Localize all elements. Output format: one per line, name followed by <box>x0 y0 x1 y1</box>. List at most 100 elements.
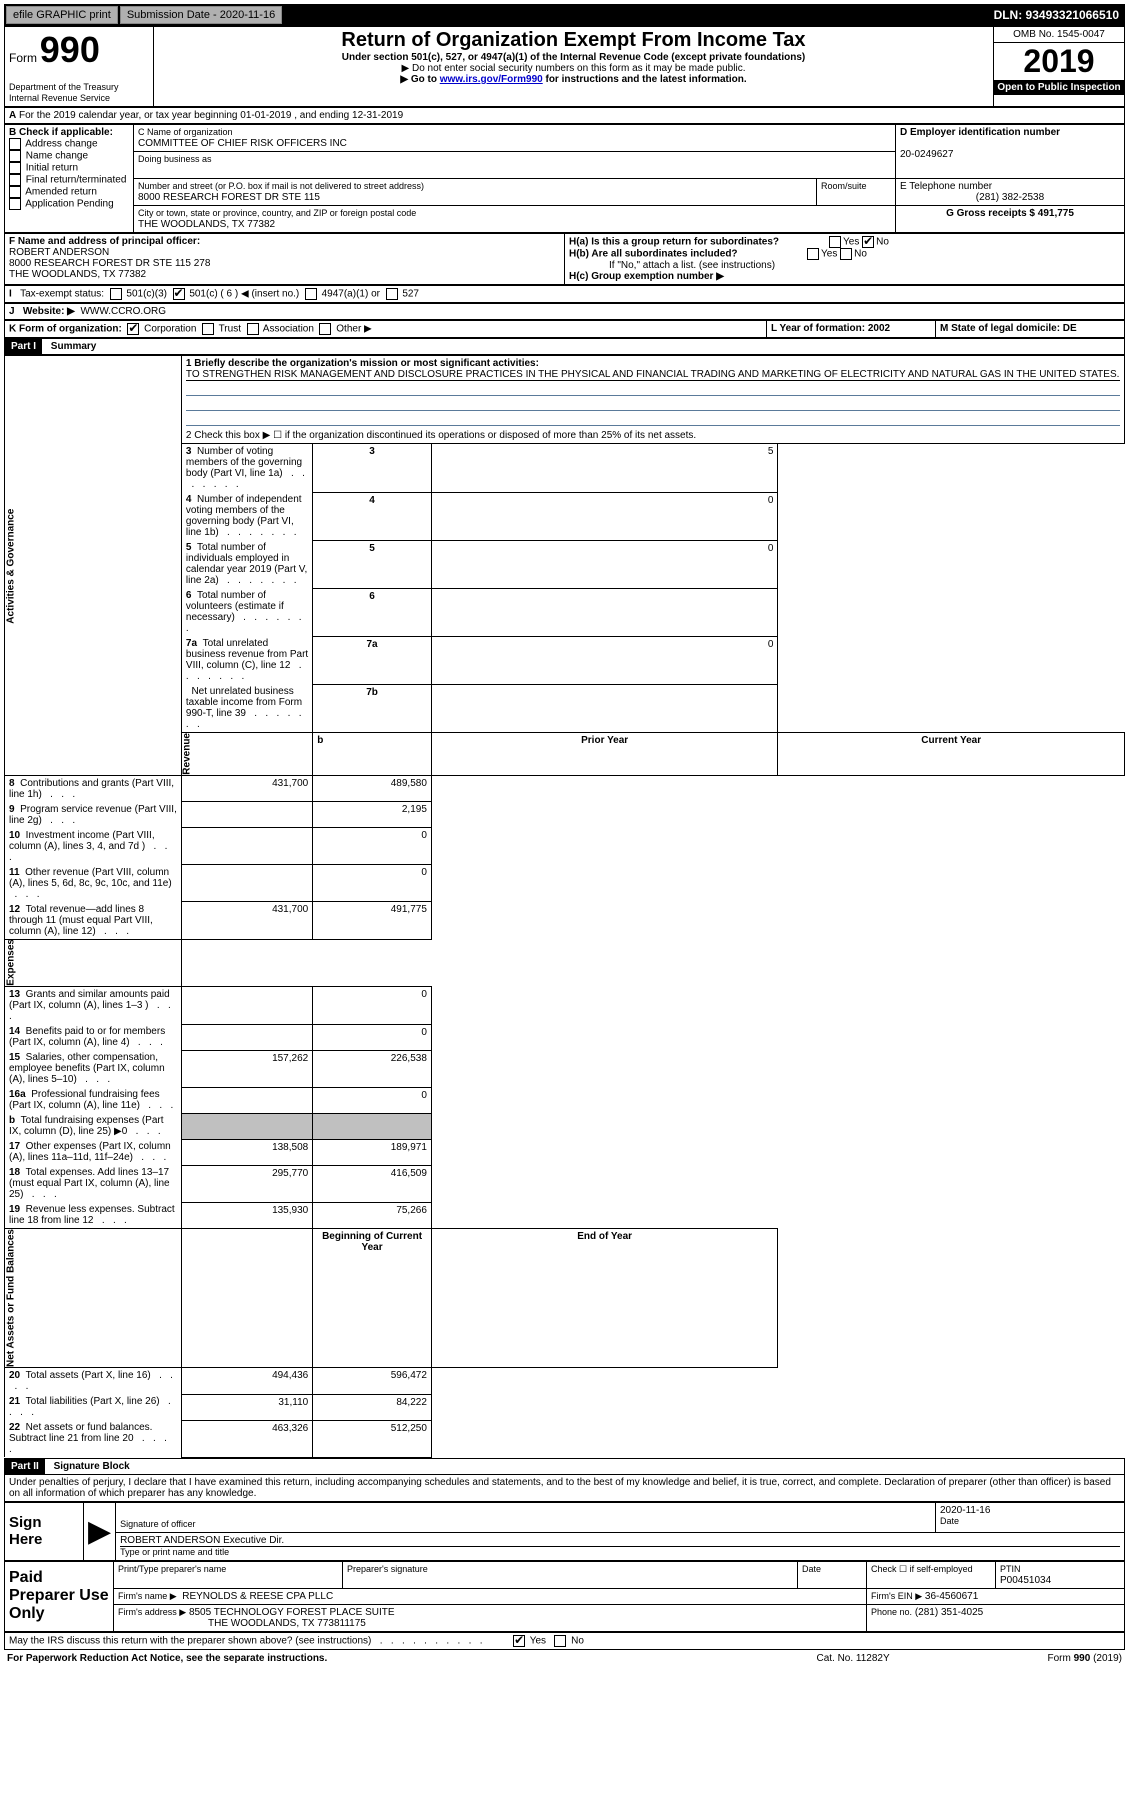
submission-date-button[interactable]: Submission Date - 2020-11-16 <box>120 6 282 24</box>
open-inspection: Open to Public Inspection <box>994 80 1124 95</box>
table-row: 22 Net assets or fund balances. Subtract… <box>5 1420 1125 1457</box>
table-row: 18 Total expenses. Add lines 13–17 (must… <box>5 1165 1125 1202</box>
form-subtitle-1: Under section 501(c), 527, or 4947(a)(1)… <box>158 52 989 63</box>
dln-label: DLN: 93493321066510 <box>994 8 1123 22</box>
website-value: WWW.CCRO.ORG <box>80 306 166 317</box>
table-row: 21 Total liabilities (Part X, line 26) .… <box>5 1394 1125 1420</box>
form-subtitle-3: ▶ Go to www.irs.gov/Form990 for instruct… <box>158 74 989 85</box>
dept-label: Department of the Treasury <box>9 82 119 92</box>
sig-date-label: Date <box>940 1516 959 1526</box>
omb-number: OMB No. 1545-0047 <box>994 27 1124 43</box>
line-A: A For the 2019 calendar year, or tax yea… <box>5 108 1125 124</box>
checkbox-ha-yes[interactable] <box>829 236 841 248</box>
firm-name: REYNOLDS & REESE CPA PLLC <box>182 1591 333 1602</box>
checkbox-trust[interactable] <box>202 323 214 335</box>
tax-year: 2019 <box>994 43 1124 80</box>
org-name-label: C Name of organization <box>138 127 233 137</box>
org-name: COMMITTEE OF CHIEF RISK OFFICERS INC <box>138 138 347 149</box>
irs-link[interactable]: www.irs.gov/Form990 <box>440 74 543 85</box>
q2-label: 2 Check this box ▶ ☐ if the organization… <box>181 428 1124 444</box>
table-row: 12 Total revenue—add lines 8 through 11 … <box>5 902 1125 940</box>
phone-value: (281) 382-2538 <box>900 192 1120 203</box>
paid-preparer-label: Paid Preparer Use Only <box>5 1561 114 1631</box>
checkbox-discuss-no[interactable] <box>554 1635 566 1647</box>
checkbox-name-change[interactable] <box>9 150 21 162</box>
table-row: 13 Grants and similar amounts paid (Part… <box>5 987 1125 1025</box>
form-title: Return of Organization Exempt From Incom… <box>158 29 989 52</box>
street-address: 8000 RESEARCH FOREST DR STE 115 <box>138 192 320 203</box>
checkbox-assoc[interactable] <box>247 323 259 335</box>
section-F: F Name and address of principal officer:… <box>5 234 565 285</box>
line-L: L Year of formation: 2002 <box>767 321 936 338</box>
checkbox-501c[interactable] <box>173 288 185 300</box>
table-row: 19 Revenue less expenses. Subtract line … <box>5 1202 1125 1229</box>
form-subtitle-2: ▶ Do not enter social security numbers o… <box>158 63 989 74</box>
checkbox-address-change[interactable] <box>9 138 21 150</box>
table-row: 17 Other expenses (Part IX, column (A), … <box>5 1139 1125 1165</box>
sign-here-label: Sign Here <box>5 1502 84 1560</box>
table-row: b Total fundraising expenses (Part IX, c… <box>5 1113 1125 1139</box>
checkbox-corp[interactable] <box>127 323 139 335</box>
checkbox-final-return[interactable] <box>9 174 21 186</box>
checkbox-other[interactable] <box>319 323 331 335</box>
section-governance-label: Activities & Governance <box>5 356 182 776</box>
checkbox-527[interactable] <box>386 288 398 300</box>
city-label: City or town, state or province, country… <box>138 208 416 218</box>
checkbox-501c3[interactable] <box>110 288 122 300</box>
line-I: I Tax-exempt status: 501(c)(3) 501(c) ( … <box>5 286 1125 303</box>
checkbox-application-pending[interactable] <box>9 198 21 210</box>
pra-notice: For Paperwork Reduction Act Notice, see … <box>7 1653 327 1664</box>
table-row: 10 Investment income (Part VIII, column … <box>5 828 1125 865</box>
section-netassets-label: Net Assets or Fund Balances <box>5 1229 182 1368</box>
beginning-year-header: Beginning of Current Year <box>313 1229 432 1368</box>
table-row: 16a Professional fundraising fees (Part … <box>5 1087 1125 1113</box>
checkbox-hb-yes[interactable] <box>807 248 819 260</box>
dba-label: Doing business as <box>138 154 212 164</box>
phone-label: E Telephone number <box>900 181 992 192</box>
line-M: M State of legal domicile: DE <box>936 321 1125 338</box>
checkbox-hb-no[interactable] <box>840 248 852 260</box>
firm-phone: (281) 351-4025 <box>915 1607 983 1618</box>
table-row: 8 Contributions and grants (Part VIII, l… <box>5 775 1125 802</box>
type-name-label: Type or print name and title <box>120 1547 229 1557</box>
section-B: B Check if applicable: Address change Na… <box>5 125 134 233</box>
form-number: 990 <box>40 29 100 70</box>
part1-header: Part I <box>5 339 42 354</box>
firm-city: THE WOODLANDS, TX 773811175 <box>118 1618 366 1629</box>
sig-officer-label: Signature of officer <box>120 1519 195 1529</box>
section-H: H(a) Is this a group return for subordin… <box>565 234 1125 285</box>
line-K: K Form of organization: Corporation Trus… <box>5 321 767 338</box>
firm-ein: 36-4560671 <box>925 1591 978 1602</box>
cat-number: Cat. No. 11282Y <box>765 1652 942 1665</box>
sign-arrow-icon: ▶ <box>84 1502 116 1560</box>
end-year-header: End of Year <box>431 1229 778 1368</box>
form-word: Form <box>9 51 37 65</box>
checkbox-ha-no[interactable] <box>862 236 874 248</box>
efile-button[interactable]: efile GRAPHIC print <box>6 6 118 24</box>
gross-receipts: G Gross receipts $ 491,775 <box>946 208 1074 219</box>
table-row: 9 Program service revenue (Part VIII, li… <box>5 802 1125 828</box>
table-row: 14 Benefits paid to or for members (Part… <box>5 1024 1125 1050</box>
section-revenue-label: Revenue <box>181 733 312 776</box>
line-J: J Website: ▶ WWW.CCRO.ORG <box>5 304 1125 320</box>
section-expenses-label: Expenses <box>5 939 182 987</box>
sig-date-value: 2020-11-16 <box>940 1505 990 1516</box>
checkbox-initial-return[interactable] <box>9 162 21 174</box>
current-year-header: Current Year <box>778 733 1125 776</box>
table-row: 15 Salaries, other compensation, employe… <box>5 1050 1125 1087</box>
q1-label: 1 Briefly describe the organization's mi… <box>186 358 539 369</box>
checkbox-discuss-yes[interactable] <box>513 1635 525 1647</box>
checkbox-amended[interactable] <box>9 186 21 198</box>
part2-header: Part II <box>5 1459 45 1474</box>
part2-title: Signature Block <box>48 1459 136 1474</box>
firm-address: 8505 TECHNOLOGY FOREST PLACE SUITE <box>189 1607 395 1618</box>
discuss-line: May the IRS discuss this return with the… <box>5 1632 1125 1649</box>
room-label: Room/suite <box>821 181 867 191</box>
form-header: Form 990 Department of the Treasury Inte… <box>4 26 1125 107</box>
irs-label: Internal Revenue Service <box>9 93 110 103</box>
checkbox-4947[interactable] <box>305 288 317 300</box>
perjury-declaration: Under penalties of perjury, I declare th… <box>4 1475 1125 1502</box>
ein-value: 20-0249627 <box>900 149 953 160</box>
mission-text: TO STRENGTHEN RISK MANAGEMENT AND DISCLO… <box>186 369 1120 381</box>
prior-year-header: Prior Year <box>431 733 778 776</box>
